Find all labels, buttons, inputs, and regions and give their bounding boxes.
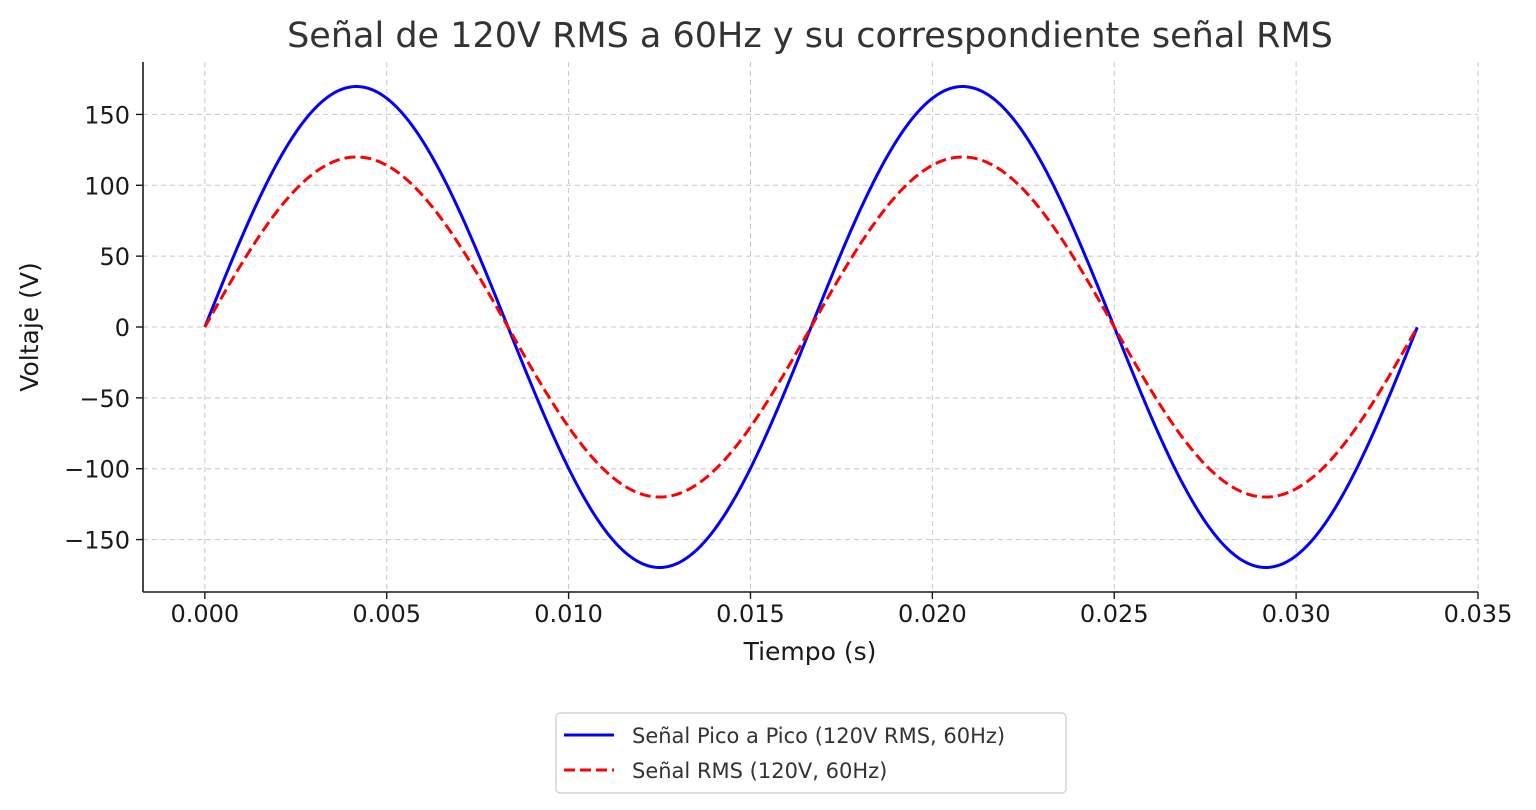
y-axis-label: Voltaje (V): [15, 262, 44, 391]
legend: Señal Pico a Pico (120V RMS, 60Hz) Señal…: [555, 712, 1067, 794]
series-line-rms: [203, 155, 1419, 499]
y-tick-label: −150: [64, 527, 130, 555]
x-tick-label: 0.000: [170, 600, 239, 628]
legend-label-peak: Señal Pico a Pico (120V RMS, 60Hz): [632, 724, 1005, 748]
x-tick-label: 0.005: [352, 600, 421, 628]
y-tick-label: 50: [99, 243, 130, 271]
x-tick-label: 0.015: [716, 600, 785, 628]
axes: [136, 62, 1479, 599]
tick-labels: 0.000 0.005 0.010 0.015 0.020 0.025 0.030 0.035…: [64, 101, 1512, 628]
legend-label-rms: Señal RMS (120V, 60Hz): [632, 759, 887, 783]
x-tick-label: 0.030: [1262, 600, 1331, 628]
y-tick-label: −50: [79, 385, 130, 413]
x-tick-label: 0.020: [898, 600, 967, 628]
x-tick-label: 0.035: [1444, 600, 1513, 628]
x-axis-label: Tiempo (s): [743, 637, 877, 666]
x-tick-label: 0.025: [1080, 600, 1149, 628]
series-lines: [203, 85, 1419, 569]
x-tick-label: 0.010: [534, 600, 603, 628]
series-line-peak: [203, 85, 1419, 569]
legend-box: [555, 712, 1067, 794]
y-tick-label: 0: [115, 314, 130, 342]
y-tick-label: −100: [64, 456, 130, 484]
y-tick-label: 100: [84, 172, 130, 200]
y-tick-label: 150: [84, 101, 130, 129]
chart-title: Señal de 120V RMS a 60Hz y su correspond…: [287, 16, 1333, 56]
